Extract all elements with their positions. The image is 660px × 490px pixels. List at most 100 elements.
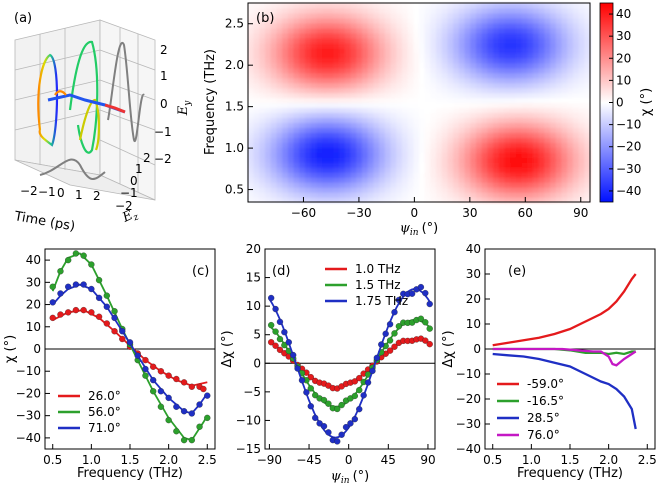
heatmap-cell (401, 82, 409, 89)
heatmap-cell (538, 167, 545, 173)
heatmap-cell (265, 102, 272, 109)
heatmap-cell (339, 32, 346, 39)
heatmap-cell (458, 97, 466, 104)
heatmap-cell (396, 122, 403, 128)
heatmap-cell (572, 17, 580, 24)
heatmap-cell (413, 27, 420, 34)
heatmap-cell (504, 57, 511, 64)
data-point (417, 315, 425, 322)
heatmap-cell (550, 82, 557, 89)
heatmap-cell (441, 122, 449, 128)
heatmap-cell (430, 3, 437, 9)
heatmap-cell (327, 77, 335, 84)
heatmap-cell (390, 42, 397, 49)
heatmap-cell (441, 47, 449, 54)
heatmap-cell (407, 67, 414, 74)
heatmap-cell (515, 42, 523, 49)
panel-a-ez-tick: 0 (130, 174, 138, 188)
heatmap-cell (333, 72, 340, 79)
heatmap-cell (481, 157, 488, 163)
heatmap-cell (550, 42, 557, 49)
heatmap-cell (533, 3, 540, 9)
heatmap-cell (327, 72, 335, 79)
heatmap-cell (407, 132, 414, 138)
heatmap-cell (470, 127, 477, 133)
heatmap-cell (248, 17, 255, 24)
heatmap-cell (367, 142, 374, 148)
heatmap-cell (424, 87, 431, 94)
heatmap-cell (350, 77, 357, 84)
heatmap-cell (259, 192, 266, 198)
heatmap-cell (310, 142, 317, 148)
data-point (325, 400, 332, 407)
heatmap-cell (356, 172, 363, 178)
heatmap-cell (470, 192, 477, 198)
heatmap-cell (396, 67, 403, 74)
heatmap-cell (544, 122, 551, 128)
data-point (395, 296, 403, 304)
heatmap-cell (367, 47, 374, 54)
heatmap-cell (498, 187, 506, 193)
heatmap-cell (367, 77, 374, 84)
heatmap-cell (362, 162, 369, 168)
heatmap-cell (498, 127, 506, 133)
heatmap-cell (362, 97, 369, 104)
heatmap-cell (390, 162, 397, 168)
heatmap-cell (430, 102, 437, 109)
heatmap-cell (316, 77, 323, 84)
heatmap-cell (544, 12, 551, 19)
heatmap-cell (453, 157, 460, 163)
heatmap-cell (436, 182, 443, 188)
heatmap-cell (550, 132, 557, 138)
heatmap-cell (322, 42, 329, 49)
heatmap-cell (413, 52, 420, 59)
heatmap-cell (567, 157, 574, 163)
heatmap-cell (367, 132, 374, 138)
heatmap-cell (401, 42, 409, 49)
data-point (72, 250, 80, 257)
heatmap-cell (327, 107, 335, 114)
heatmap-cell (419, 47, 426, 54)
heatmap-cell (533, 142, 540, 148)
heatmap-cell (504, 137, 511, 143)
heatmap-cell (419, 132, 426, 138)
heatmap-cell (265, 37, 272, 44)
heatmap-cell (362, 92, 369, 99)
heatmap-cell (453, 137, 460, 143)
y-tick-label: 20 (26, 298, 41, 312)
heatmap-cell (487, 12, 494, 19)
heatmap-cell (390, 197, 397, 203)
heatmap-cell (282, 52, 289, 59)
heatmap-cell (538, 162, 545, 168)
heatmap-cell (578, 162, 585, 168)
heatmap-cell (390, 177, 397, 183)
heatmap-cell (390, 107, 397, 114)
heatmap-cell (350, 57, 357, 64)
heatmap-cell (498, 47, 506, 54)
heatmap-cell (384, 32, 392, 39)
heatmap-cell (584, 3, 591, 9)
heatmap-cell (396, 42, 403, 49)
heatmap-cell (305, 32, 312, 39)
heatmap-cell (316, 57, 323, 64)
heatmap-cell (282, 57, 289, 64)
heatmap-cell (259, 147, 266, 153)
heatmap-cell (481, 92, 488, 99)
heatmap-cell (333, 77, 340, 84)
heatmap-cell (310, 7, 317, 14)
heatmap-cell (561, 62, 568, 69)
heatmap-cell (265, 147, 272, 153)
heatmap-cell (447, 72, 454, 79)
heatmap-cell (407, 42, 414, 49)
heatmap-x-tick-label: 0 (411, 206, 419, 220)
heatmap-cell (305, 147, 312, 153)
heatmap-cell (578, 32, 585, 39)
heatmap-cell (265, 22, 272, 29)
heatmap-cell (282, 12, 289, 19)
heatmap-cell (316, 87, 323, 94)
heatmap-cell (493, 57, 500, 64)
heatmap-cell (470, 32, 477, 39)
heatmap-cell (470, 132, 477, 138)
heatmap-cell (521, 47, 528, 54)
heatmap-cell (533, 172, 540, 178)
